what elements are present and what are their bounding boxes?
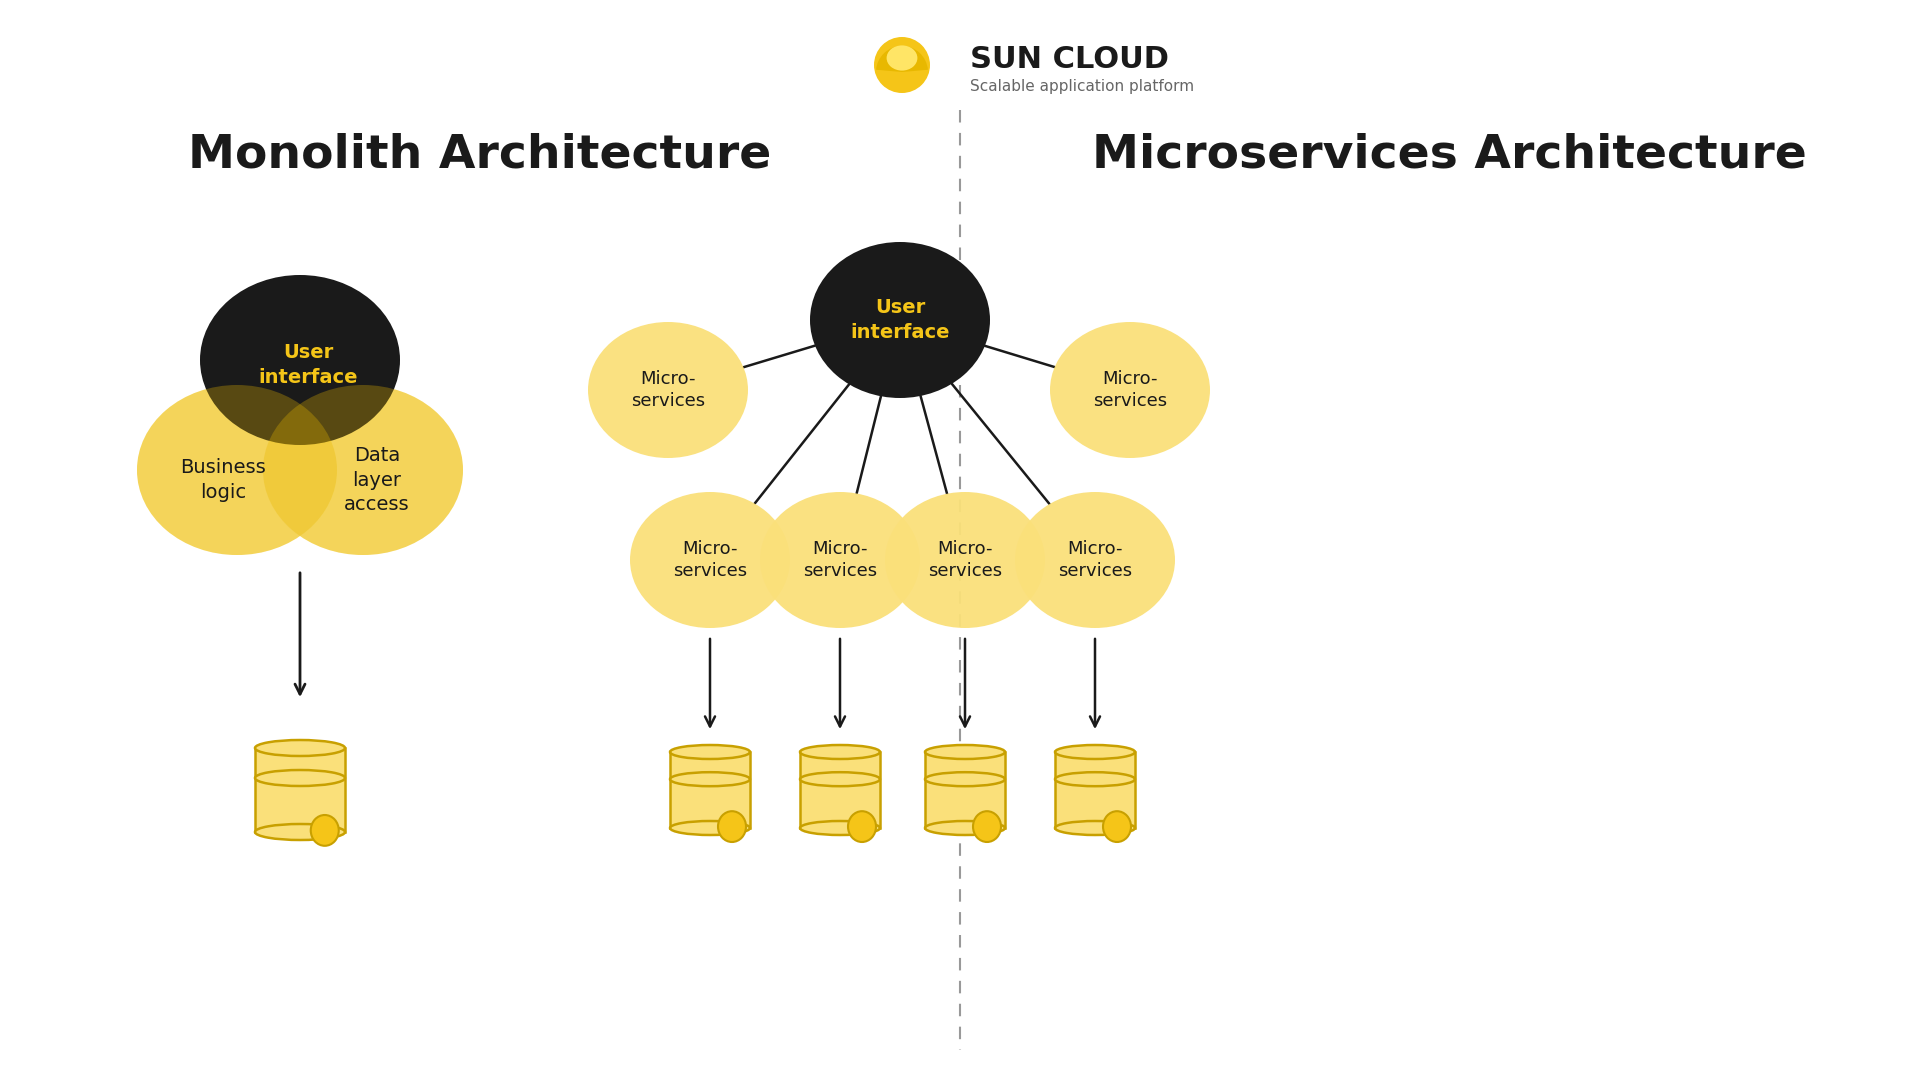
Ellipse shape (136, 384, 338, 555)
Text: User
interface: User interface (851, 298, 950, 341)
Ellipse shape (925, 745, 1004, 759)
Text: Micro-
services: Micro- services (1058, 540, 1133, 580)
Wedge shape (876, 46, 927, 72)
Ellipse shape (718, 811, 747, 842)
Ellipse shape (1102, 811, 1131, 842)
Ellipse shape (136, 384, 338, 555)
Text: Data
layer
access: Data layer access (344, 446, 409, 514)
Ellipse shape (1054, 821, 1135, 835)
Ellipse shape (588, 322, 749, 458)
Polygon shape (670, 752, 751, 828)
Ellipse shape (255, 770, 346, 786)
Ellipse shape (973, 811, 1000, 842)
Ellipse shape (849, 811, 876, 842)
Text: Micro-
services: Micro- services (632, 369, 705, 410)
Ellipse shape (801, 745, 879, 759)
Text: Microservices Architecture: Microservices Architecture (1092, 133, 1807, 177)
Ellipse shape (1054, 772, 1135, 786)
Text: Business
logic: Business logic (180, 458, 265, 501)
Ellipse shape (925, 821, 1004, 835)
Ellipse shape (925, 772, 1004, 786)
Ellipse shape (1016, 492, 1175, 627)
Text: Micro-
services: Micro- services (672, 540, 747, 580)
Ellipse shape (801, 772, 879, 786)
Ellipse shape (1050, 322, 1210, 458)
Polygon shape (255, 748, 346, 832)
Polygon shape (925, 752, 1004, 828)
Ellipse shape (885, 492, 1044, 627)
Polygon shape (1054, 752, 1135, 828)
Text: SUN CLOUD: SUN CLOUD (970, 45, 1169, 75)
Text: Micro-
services: Micro- services (1092, 369, 1167, 410)
Text: Micro-
services: Micro- services (927, 540, 1002, 580)
Ellipse shape (810, 242, 991, 399)
Ellipse shape (263, 384, 463, 555)
Ellipse shape (255, 740, 346, 756)
Text: User
interface: User interface (259, 343, 357, 387)
Text: Scalable application platform: Scalable application platform (970, 79, 1194, 94)
Ellipse shape (670, 821, 751, 835)
Ellipse shape (311, 815, 338, 846)
Ellipse shape (1054, 745, 1135, 759)
Ellipse shape (874, 37, 929, 93)
Ellipse shape (255, 824, 346, 840)
Text: Monolith Architecture: Monolith Architecture (188, 133, 772, 177)
Ellipse shape (200, 275, 399, 445)
Ellipse shape (670, 745, 751, 759)
Ellipse shape (887, 45, 918, 70)
Text: Micro-
services: Micro- services (803, 540, 877, 580)
Polygon shape (801, 752, 879, 828)
Ellipse shape (760, 492, 920, 627)
Ellipse shape (801, 821, 879, 835)
Ellipse shape (630, 492, 789, 627)
Ellipse shape (263, 384, 463, 555)
Ellipse shape (670, 772, 751, 786)
